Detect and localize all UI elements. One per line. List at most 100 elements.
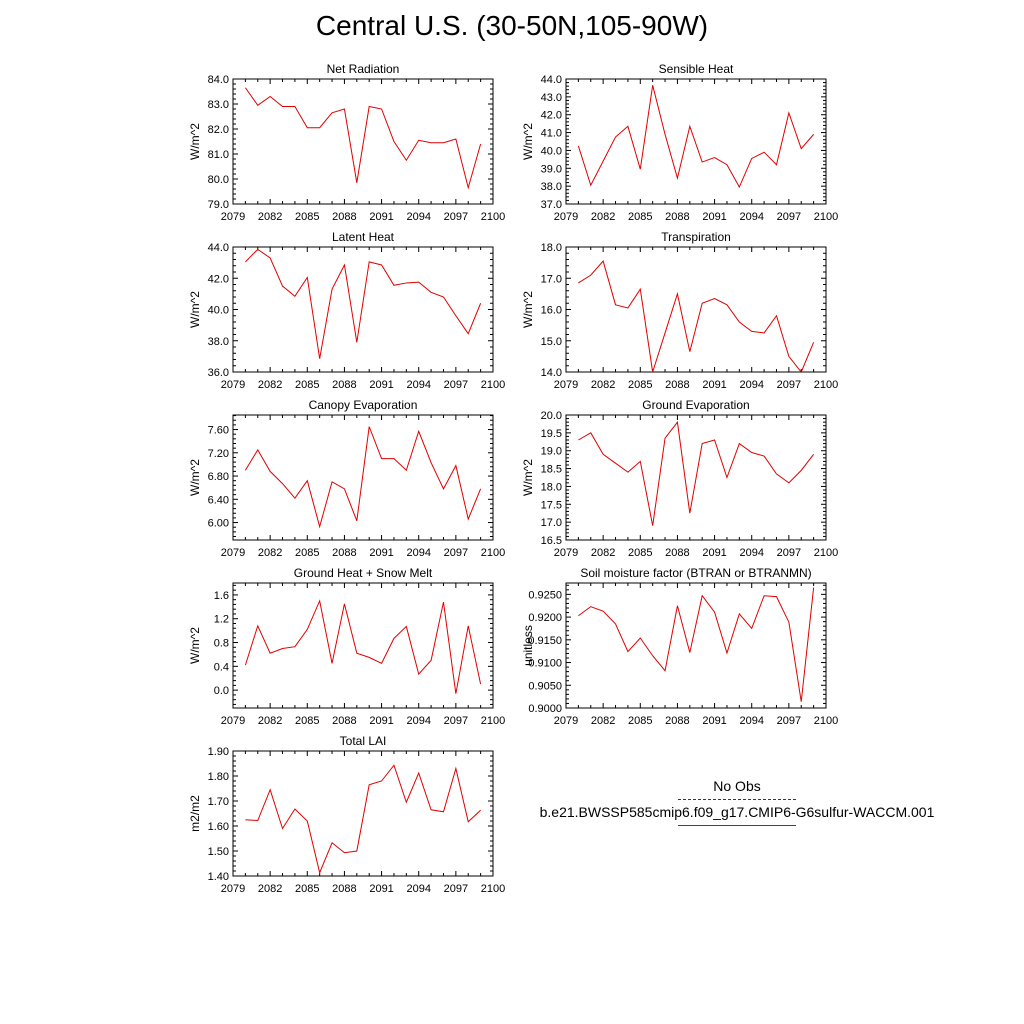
series-line [578, 260, 815, 373]
chart-panel-9: 2079 2082 2085 2088 2091 2094 2097 2100 1.40 1.50… [188, 734, 505, 895]
chart-title: Net Radiation [327, 62, 400, 76]
y-axis-label: m2/m2 [188, 795, 202, 832]
y-axis-label: W/m^2 [521, 291, 535, 328]
x-tick-label: 2091 [702, 379, 726, 391]
y-tick-label: 15.0 [541, 336, 562, 348]
y-tick-label: 6.80 [208, 471, 229, 483]
y-tick-label: 44.0 [208, 242, 229, 254]
plot-frame [565, 414, 827, 541]
y-tick-label: 0.9250 [528, 589, 562, 601]
y-tick-label: 20.0 [541, 410, 562, 422]
y-tick-label: 40.0 [541, 145, 562, 157]
y-tick-label: 19.0 [541, 446, 562, 458]
x-tick-label: 2088 [332, 883, 356, 895]
legend-model-label: b.e21.BWSSP585cmip6.f09_g17.CMIP6-G6sulf… [539, 804, 935, 820]
y-axis-label: W/m^2 [188, 291, 202, 328]
chart-panel-2: 2079 2082 2085 2088 2091 2094 2097 2100 37.0 38.0… [521, 62, 838, 223]
plot-frame [565, 78, 827, 205]
chart-panel-5: 2079 2082 2085 2088 2091 2094 2097 2100 6.00 6.40… [188, 398, 505, 559]
x-tick-label: 2094 [406, 379, 430, 391]
x-tick-label: 2094 [406, 715, 430, 727]
y-tick-label: 0.8 [214, 638, 229, 650]
x-tick-label: 2097 [444, 547, 468, 559]
x-tick-label: 2082 [591, 211, 615, 223]
x-tick-label: 2100 [481, 379, 505, 391]
chart-panel-7: 2079 2082 2085 2088 2091 2094 2097 2100 0.0 0.4 0.… [188, 566, 505, 727]
legend: No Obs b.e21.BWSSP585cmip6.f09_g17.CMIP6… [520, 778, 954, 830]
x-tick-label: 2088 [665, 547, 689, 559]
x-tick-label: 2088 [665, 379, 689, 391]
x-tick-label: 2079 [554, 715, 578, 727]
y-tick-label: 82.0 [208, 124, 229, 136]
x-tick-label: 2082 [591, 547, 615, 559]
x-tick-label: 2091 [702, 211, 726, 223]
y-tick-label: 37.0 [541, 199, 562, 211]
y-tick-label: 1.40 [208, 871, 229, 883]
y-tick-label: 42.0 [541, 110, 562, 122]
y-tick-label: 1.70 [208, 796, 229, 808]
x-tick-label: 2079 [221, 547, 245, 559]
x-tick-label: 2082 [258, 211, 282, 223]
x-tick-label: 2082 [591, 715, 615, 727]
x-tick-label: 2088 [332, 379, 356, 391]
y-tick-label: 0.9050 [528, 680, 562, 692]
series-line [245, 248, 482, 359]
y-tick-label: 0.0 [214, 685, 229, 697]
series-line [244, 599, 482, 694]
x-tick-label: 2091 [369, 883, 393, 895]
chart-title: Transpiration [661, 230, 731, 244]
y-axis-label: W/m^2 [188, 459, 202, 496]
x-tick-label: 2082 [258, 379, 282, 391]
x-tick-label: 2091 [702, 547, 726, 559]
x-tick-label: 2091 [369, 547, 393, 559]
x-tick-label: 2085 [295, 211, 319, 223]
y-tick-label: 17.5 [541, 499, 562, 511]
y-tick-label: 17.0 [541, 273, 562, 285]
series-line [578, 420, 815, 526]
plot-frame [232, 582, 494, 709]
y-tick-label: 42.0 [208, 273, 229, 285]
y-tick-label: 6.00 [208, 518, 229, 530]
x-tick-label: 2094 [739, 715, 763, 727]
y-tick-label: 80.0 [208, 174, 229, 186]
x-tick-label: 2097 [777, 715, 801, 727]
x-tick-label: 2079 [221, 211, 245, 223]
y-tick-label: 43.0 [541, 92, 562, 104]
y-tick-label: 1.50 [208, 846, 229, 858]
x-tick-label: 2088 [332, 715, 356, 727]
y-tick-label: 36.0 [208, 367, 229, 379]
y-axis-label: unitless [521, 625, 535, 666]
x-tick-label: 2097 [777, 379, 801, 391]
series-line [245, 764, 481, 875]
y-axis-label: W/m^2 [188, 123, 202, 160]
y-tick-label: 1.80 [208, 771, 229, 783]
chart-title: Canopy Evaporation [309, 398, 418, 412]
x-tick-label: 2100 [814, 715, 838, 727]
y-tick-label: 84.0 [208, 74, 229, 86]
y-tick-label: 18.0 [541, 242, 562, 254]
series-line [244, 426, 482, 529]
x-tick-label: 2088 [665, 715, 689, 727]
x-tick-label: 2085 [295, 547, 319, 559]
chart-panel-4: 2079 2082 2085 2088 2091 2094 2097 2100 14.0 15.0… [521, 230, 838, 391]
y-tick-label: 14.0 [541, 367, 562, 379]
y-tick-label: 1.60 [208, 821, 229, 833]
chart-panel-3: 2079 2082 2085 2088 2091 2094 2097 2100 36.0 38.0… [188, 230, 505, 391]
plot-frame [232, 750, 494, 877]
x-tick-label: 2085 [628, 211, 652, 223]
legend-obs-label: No Obs [713, 778, 761, 794]
chart-title: Ground Evaporation [642, 398, 749, 412]
y-tick-label: 83.0 [208, 99, 229, 111]
x-tick-label: 2100 [814, 211, 838, 223]
y-tick-label: 79.0 [208, 199, 229, 211]
legend-model-line [678, 825, 796, 826]
y-tick-label: 1.6 [214, 590, 229, 602]
x-tick-label: 2085 [295, 883, 319, 895]
x-tick-label: 2082 [258, 547, 282, 559]
y-tick-label: 0.9100 [528, 658, 562, 670]
y-tick-label: 39.0 [541, 163, 562, 175]
y-axis-label: W/m^2 [188, 627, 202, 664]
series-line [578, 587, 815, 702]
x-tick-label: 2079 [221, 379, 245, 391]
x-tick-label: 2100 [481, 211, 505, 223]
